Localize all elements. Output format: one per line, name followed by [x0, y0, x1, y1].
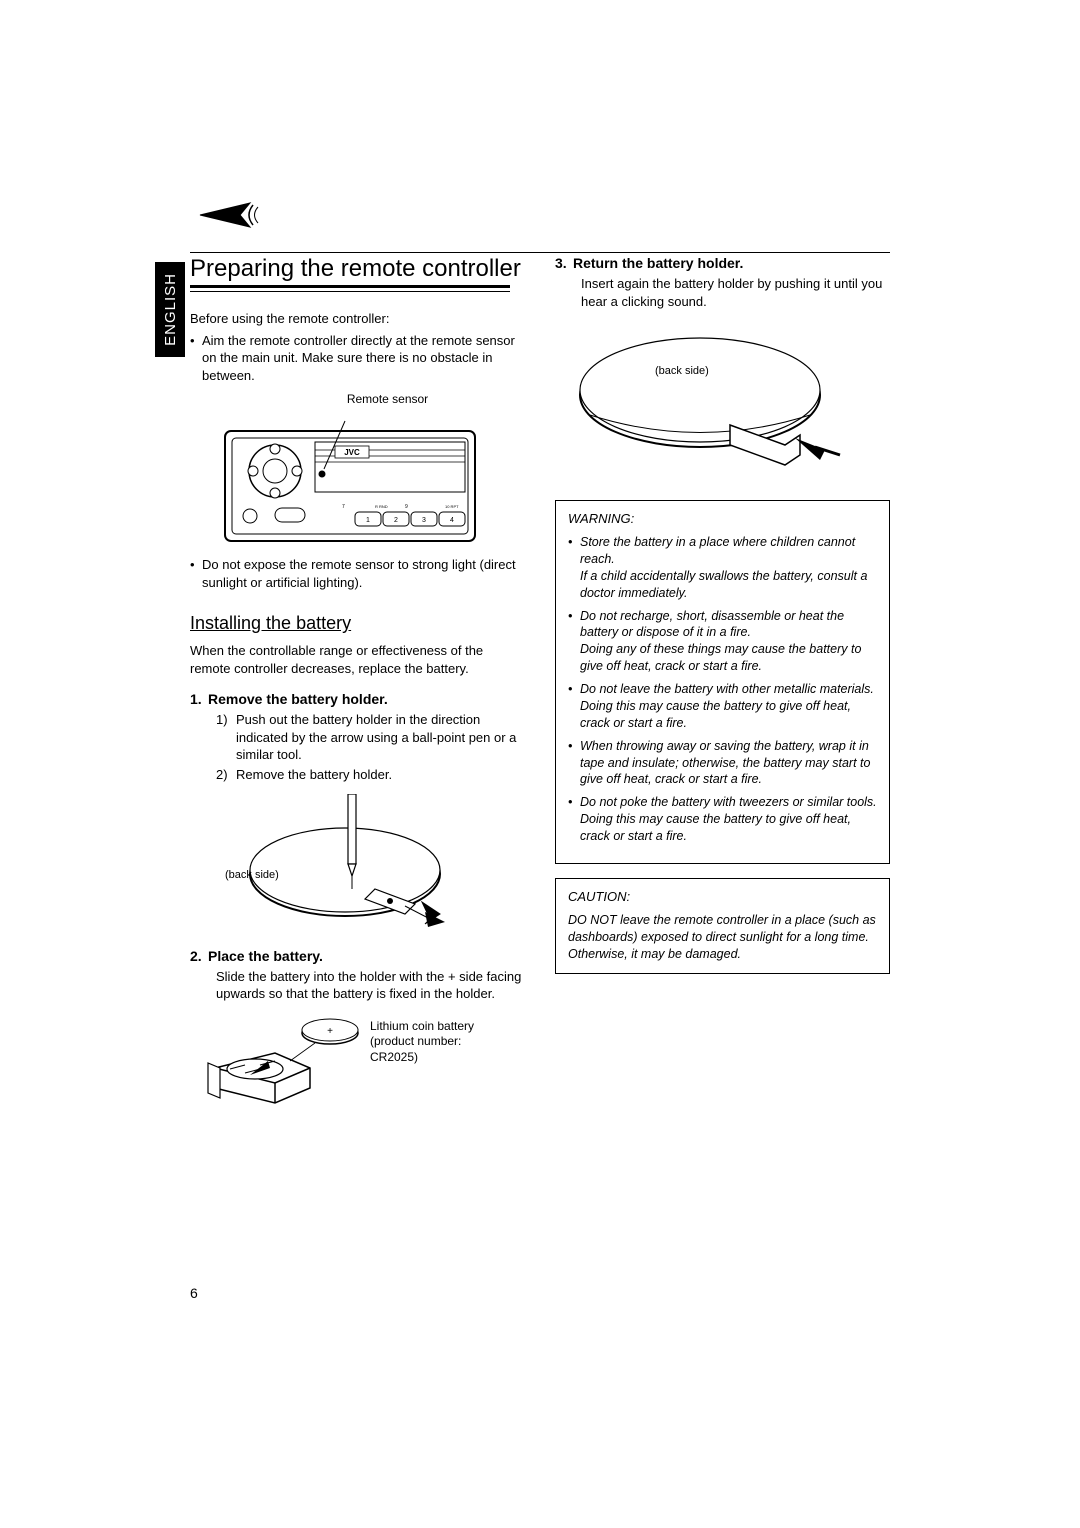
- svg-text:R RND: R RND: [375, 504, 388, 509]
- place-battery-diagram: + Lithium coin battery (product number: …: [190, 1013, 525, 1113]
- step1-substep-2: 2) Remove the battery holder.: [216, 766, 525, 784]
- caution-box: CAUTION: DO NOT leave the remote control…: [555, 878, 890, 974]
- left-column: Preparing the remote controller Before u…: [190, 255, 525, 1123]
- caution-title: CAUTION:: [568, 889, 877, 904]
- page-title: Preparing the remote controller: [190, 255, 525, 283]
- svg-text:10 RPT: 10 RPT: [445, 504, 459, 509]
- language-tab-label: ENGLISH: [162, 273, 179, 346]
- step1-title: 1.Remove the battery holder.: [190, 691, 525, 707]
- title-underline-thin: [190, 291, 510, 292]
- svg-text:4: 4: [450, 517, 454, 524]
- remote-sensor-label: Remote sensor: [190, 392, 525, 406]
- main-unit-diagram: JVC 1 2 3 4 7 R RND 9 10 RPT: [190, 416, 525, 546]
- intro-bullet-2: • Do not expose the remote sensor to str…: [190, 556, 525, 591]
- svg-text:1: 1: [366, 517, 370, 524]
- svg-text:9: 9: [405, 504, 408, 510]
- step2-title: 2.Place the battery.: [190, 948, 525, 964]
- svg-text:JVC: JVC: [344, 448, 360, 457]
- intro-bullet-1: • Aim the remote controller directly at …: [190, 332, 525, 385]
- installing-intro: When the controllable range or effective…: [190, 642, 525, 677]
- warning-box: WARNING: •Store the battery in a place w…: [555, 500, 890, 864]
- step3-title: 3.Return the battery holder.: [555, 255, 890, 271]
- svg-text:7: 7: [342, 504, 345, 510]
- svg-text:3: 3: [422, 517, 426, 524]
- battery-note: Lithium coin battery (product number: CR…: [370, 1019, 480, 1066]
- back-side-label-2: (back side): [655, 365, 709, 377]
- title-underline: [190, 285, 510, 288]
- step3-body: Insert again the battery holder by pushi…: [555, 275, 890, 310]
- remove-holder-diagram: (back side): [190, 794, 525, 934]
- svg-text:2: 2: [394, 517, 398, 524]
- return-holder-diagram: (back side): [555, 320, 890, 480]
- language-tab: ENGLISH: [155, 262, 185, 357]
- section-arrow-icon: [185, 195, 265, 235]
- back-side-label-1: (back side): [225, 869, 279, 881]
- step1-substep-1: 1) Push out the battery holder in the di…: [216, 711, 525, 764]
- right-column: 3.Return the battery holder. Insert agai…: [555, 255, 890, 1123]
- page-number: 6: [190, 1285, 198, 1301]
- installing-battery-heading: Installing the battery: [190, 613, 525, 634]
- caution-body: DO NOT leave the remote controller in a …: [568, 912, 877, 963]
- warning-title: WARNING:: [568, 511, 877, 526]
- top-rule: [190, 252, 890, 253]
- step2-body: Slide the battery into the holder with t…: [190, 968, 525, 1003]
- svg-text:+: +: [327, 1026, 333, 1037]
- intro-text: Before using the remote controller:: [190, 310, 525, 328]
